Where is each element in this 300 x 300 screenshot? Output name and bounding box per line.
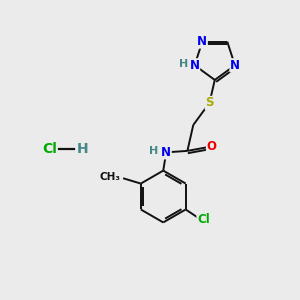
Text: N: N [230, 59, 240, 72]
Text: O: O [206, 140, 217, 153]
Text: N: N [197, 35, 207, 48]
Text: H: H [179, 59, 188, 69]
Text: S: S [205, 96, 214, 110]
Text: Cl: Cl [43, 142, 57, 155]
Text: H: H [149, 146, 158, 156]
Text: Cl: Cl [197, 213, 210, 226]
Text: N: N [190, 59, 200, 72]
Text: H: H [76, 142, 88, 155]
Text: CH₃: CH₃ [100, 172, 121, 182]
Text: N: N [161, 146, 171, 159]
